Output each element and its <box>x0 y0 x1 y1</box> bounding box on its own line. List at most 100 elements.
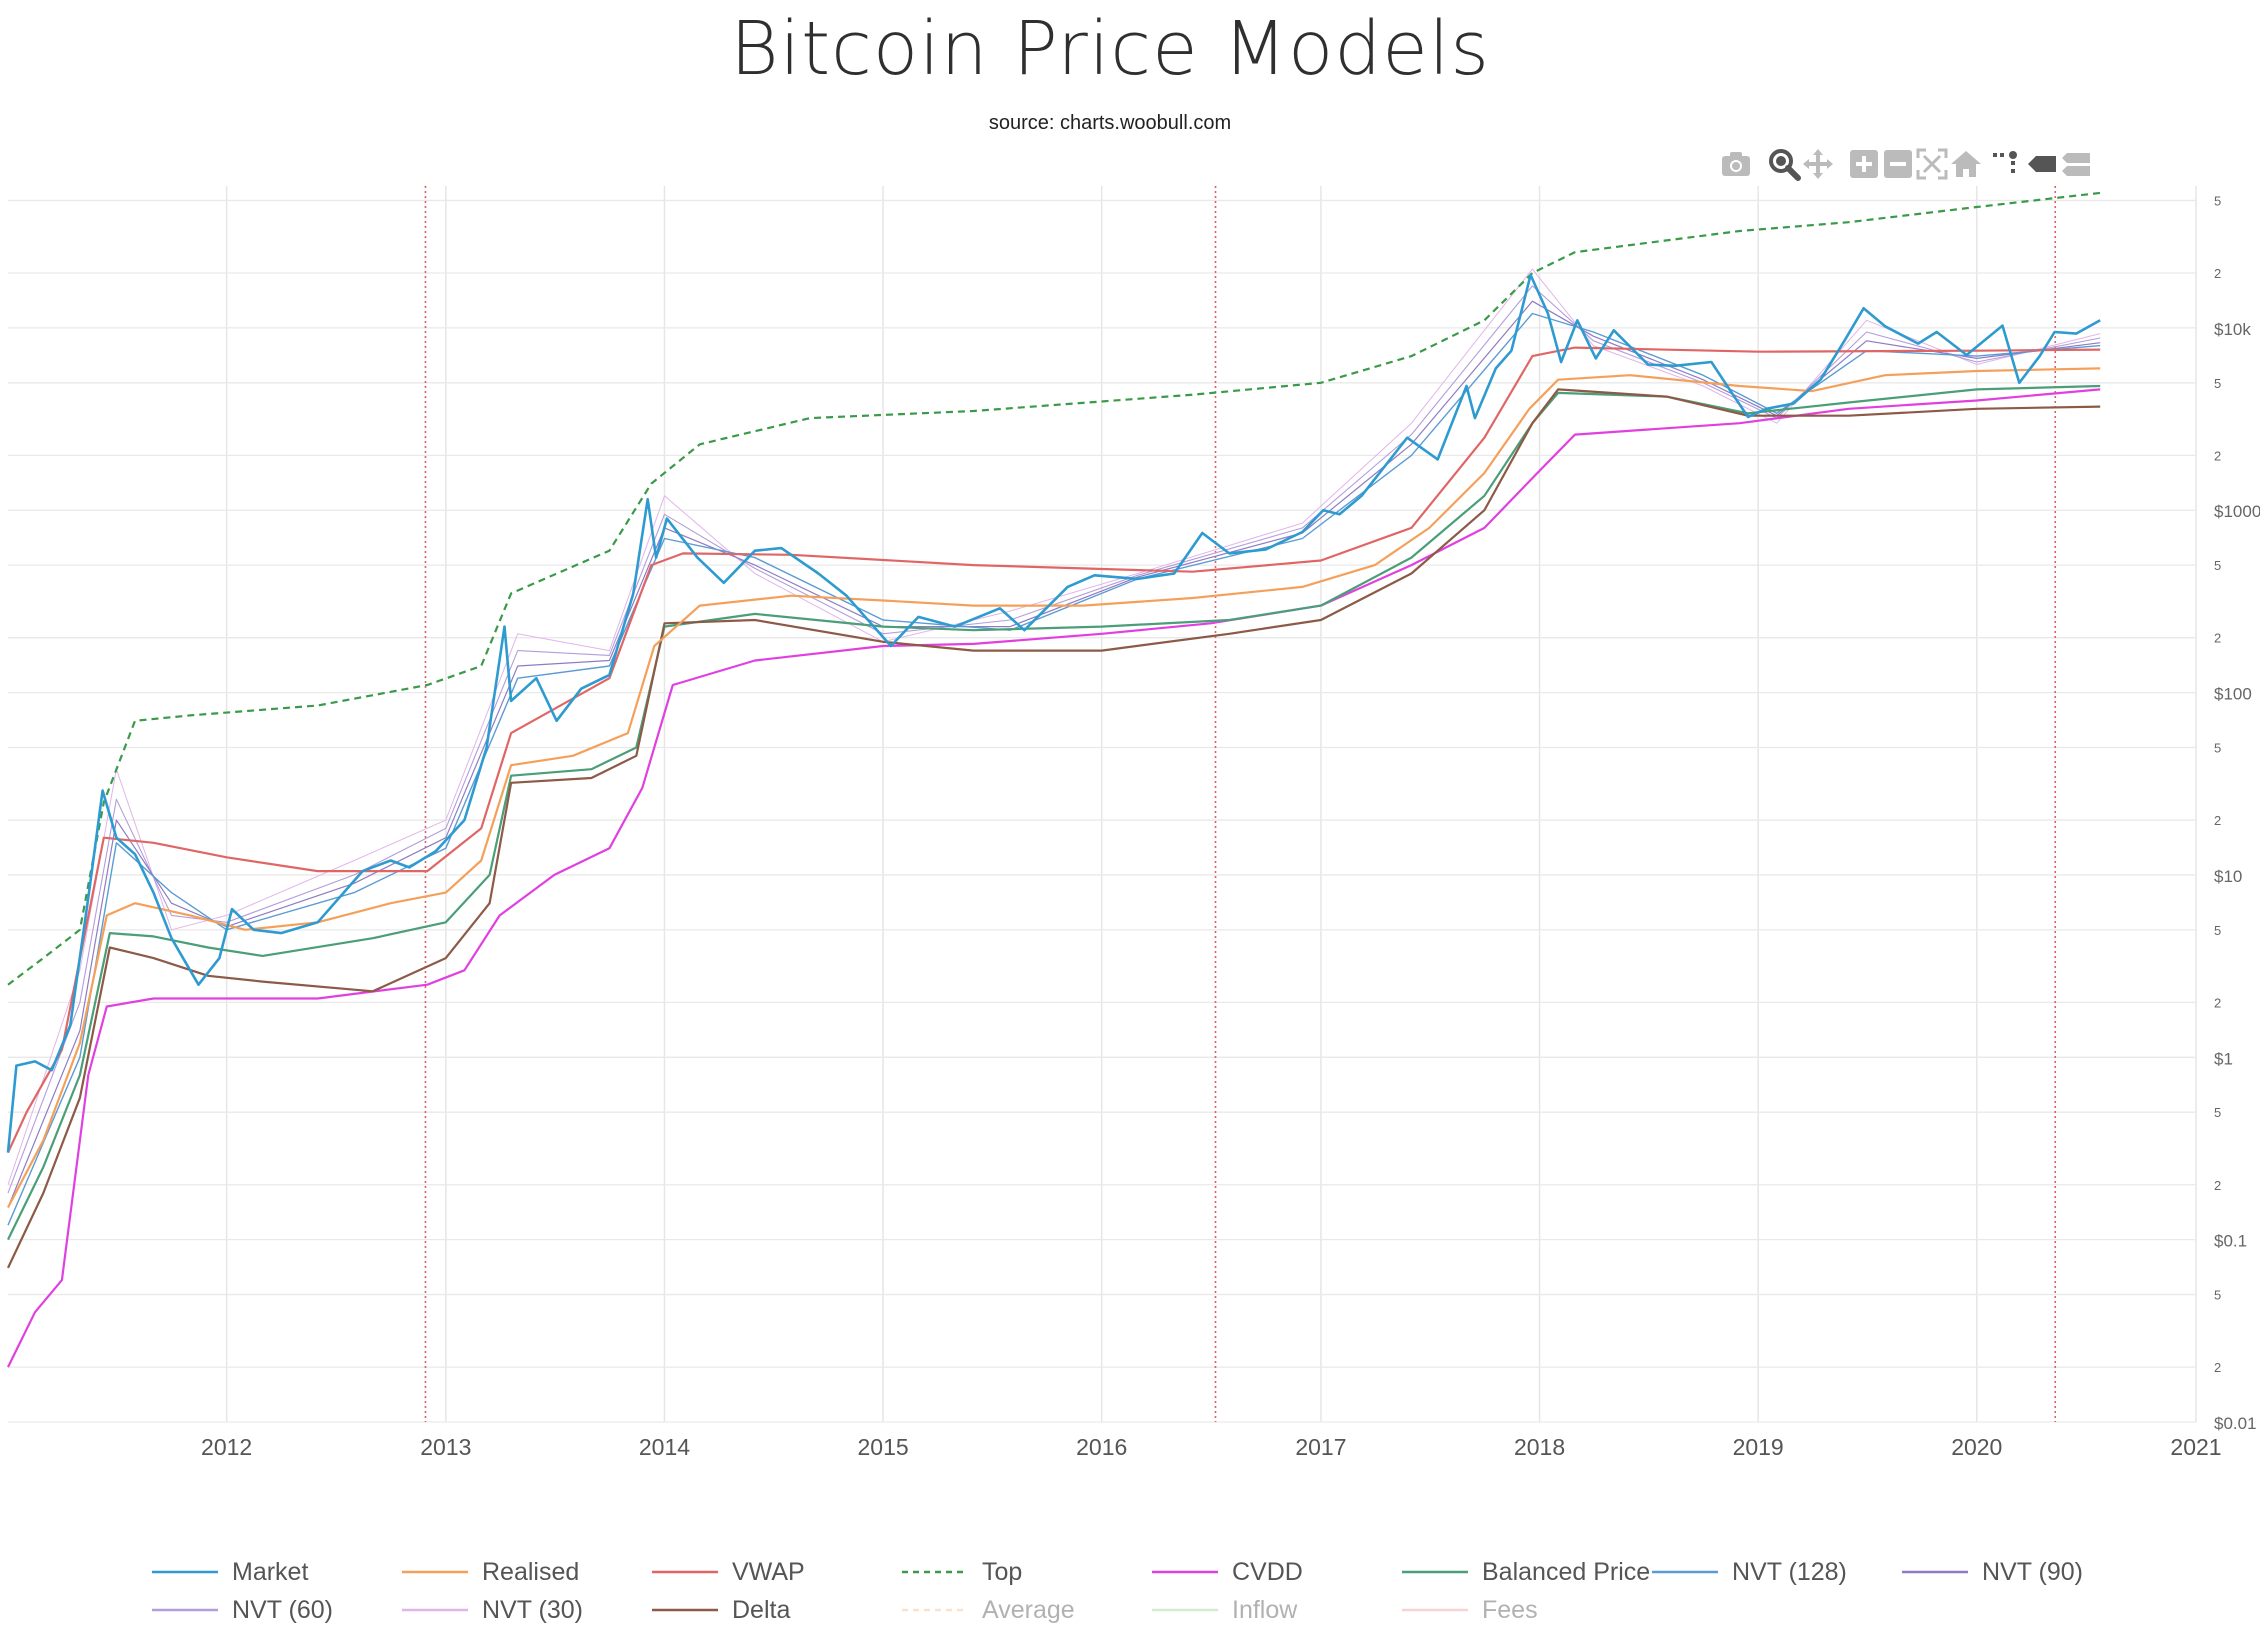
x-tick-label: 2015 <box>857 1434 908 1460</box>
chart-title: Bitcoin Price Models <box>730 6 1490 92</box>
x-tick-label: 2019 <box>1733 1434 1784 1460</box>
y-tick-label: 2 <box>2214 448 2221 463</box>
zoom-out-icon <box>1884 150 1912 178</box>
series-line-cvdd <box>7 388 2101 1368</box>
legend-label: CVDD <box>1232 1557 1303 1586</box>
series-line-balanced-price <box>7 384 2101 1241</box>
y-tick-label: 2 <box>2214 995 2221 1010</box>
autoscale-icon <box>1916 148 1948 180</box>
y-tick-label: $1000 <box>2214 502 2260 521</box>
y-tick-label: 5 <box>2214 558 2221 573</box>
pan-button[interactable] <box>1800 146 1836 182</box>
gridlines <box>8 186 2197 1423</box>
y-tick-label: 5 <box>2214 1105 2221 1120</box>
y-tick-label: 2 <box>2214 1360 2221 1375</box>
y-tick-label: 2 <box>2214 631 2221 646</box>
legend-label: Inflow <box>1232 1595 1298 1624</box>
legend-item-market[interactable]: Market <box>150 1554 308 1590</box>
legend-swatch <box>1152 1608 1218 1612</box>
legend-label: Average <box>982 1595 1075 1624</box>
y-tick-label: $10k <box>2214 320 2251 339</box>
zoom-button[interactable] <box>1766 146 1802 182</box>
legend-swatch <box>1402 1608 1468 1612</box>
x-tick-label: 2020 <box>1951 1434 2002 1460</box>
series-line-top <box>7 191 2101 986</box>
x-tick-label: 2021 <box>2170 1434 2221 1460</box>
reset-axes-button[interactable] <box>1948 146 1984 182</box>
legend-swatch <box>652 1608 718 1612</box>
y-tick-label: 5 <box>2214 1288 2221 1303</box>
legend-swatch <box>402 1608 468 1612</box>
y-tick-label: 5 <box>2214 740 2221 755</box>
zoom-out-button[interactable] <box>1880 146 1916 182</box>
legend-label: Top <box>982 1557 1023 1586</box>
hover-closest-button[interactable] <box>2024 146 2060 182</box>
legend-label: Balanced Price <box>1482 1557 1651 1586</box>
hover-compare-icon <box>2062 153 2090 176</box>
legend-label: Delta <box>732 1595 791 1624</box>
legend-swatch <box>1652 1570 1718 1574</box>
x-tick-label: 2017 <box>1295 1434 1346 1460</box>
x-tick-label: 2016 <box>1076 1434 1127 1460</box>
x-tick-label: 2018 <box>1514 1434 1565 1460</box>
legend-item-realised[interactable]: Realised <box>400 1554 579 1590</box>
legend-item-fees[interactable]: Fees <box>1400 1592 1538 1628</box>
legend-item-average[interactable]: Average <box>900 1592 1075 1628</box>
legend-label: Realised <box>482 1557 580 1586</box>
x-axis-ticks: 2012 2013 2014 2015 2016 2017 2018 2019 2020 2021 <box>201 1434 2222 1460</box>
legend-item-top[interactable]: Top <box>900 1554 1022 1590</box>
y-tick-label: 2 <box>2214 813 2221 828</box>
y-axis-ticks: $0.01 2 5 $0.1 2 5 $1 2 5 $10 2 5 $100 2 5 $1000 2 5 $10k 2… <box>2214 193 2260 1433</box>
y-tick-label: 5 <box>2214 193 2221 208</box>
legend-label: NVT (60) <box>232 1595 333 1624</box>
legend-item-balanced-price[interactable]: Balanced Price <box>1400 1554 1650 1590</box>
series-line-delta <box>7 388 2101 1269</box>
hover-closest-icon <box>2028 156 2056 172</box>
pan-icon <box>1803 149 1833 179</box>
hover-compare-button[interactable] <box>2058 146 2094 182</box>
camera-icon <box>1722 152 1750 176</box>
zoom-icon <box>1769 149 1801 181</box>
y-tick-label: 5 <box>2214 376 2221 391</box>
download-plot-button[interactable] <box>1718 146 1754 182</box>
legend-label: Market <box>232 1557 309 1586</box>
legend-item-nvt-30[interactable]: NVT (30) <box>400 1592 583 1628</box>
legend-item-inflow[interactable]: Inflow <box>1150 1592 1297 1628</box>
series-line-nvt-128 <box>7 312 2101 1226</box>
legend-item-vwap[interactable]: VWAP <box>650 1554 805 1590</box>
zoom-in-icon <box>1850 150 1878 178</box>
legend-swatch <box>152 1570 218 1574</box>
halving-lines <box>424 186 2057 1422</box>
y-tick-label: 2 <box>2214 1178 2221 1193</box>
legend-item-nvt-128[interactable]: NVT (128) <box>1650 1554 1847 1590</box>
y-tick-label: $0.1 <box>2214 1232 2247 1251</box>
x-tick-label: 2014 <box>639 1434 690 1460</box>
legend-item-nvt-90[interactable]: NVT (90) <box>1900 1554 2083 1590</box>
y-tick-label: $100 <box>2214 685 2252 704</box>
legend-swatch <box>1402 1570 1468 1574</box>
legend-label: VWAP <box>732 1557 805 1586</box>
series-line-vwap <box>7 346 2101 1154</box>
y-tick-label: 5 <box>2214 923 2221 938</box>
legend-item-cvdd[interactable]: CVDD <box>1150 1554 1303 1590</box>
y-tick-label: $10 <box>2214 867 2242 886</box>
y-tick-label: $1 <box>2214 1049 2233 1068</box>
legend-item-nvt-60[interactable]: NVT (60) <box>150 1592 333 1628</box>
legend-swatch <box>902 1570 968 1574</box>
legend-item-delta[interactable]: Delta <box>650 1592 790 1628</box>
x-tick-label: 2012 <box>201 1434 252 1460</box>
series-line-market <box>6 273 2101 1153</box>
y-tick-label: $0.01 <box>2214 1414 2257 1433</box>
home-icon <box>1951 151 1981 177</box>
legend-swatch <box>902 1608 968 1612</box>
legend-swatch <box>152 1608 218 1612</box>
x-tick-label: 2013 <box>420 1434 471 1460</box>
legend-swatch <box>652 1570 718 1574</box>
spikelines-button[interactable] <box>1990 146 2026 182</box>
zoom-in-button[interactable] <box>1846 146 1882 182</box>
autoscale-button[interactable] <box>1914 146 1950 182</box>
chart-subtitle: source: charts.woobull.com <box>988 112 1232 134</box>
legend-label: NVT (30) <box>482 1595 583 1624</box>
series-lines <box>6 191 2101 1368</box>
